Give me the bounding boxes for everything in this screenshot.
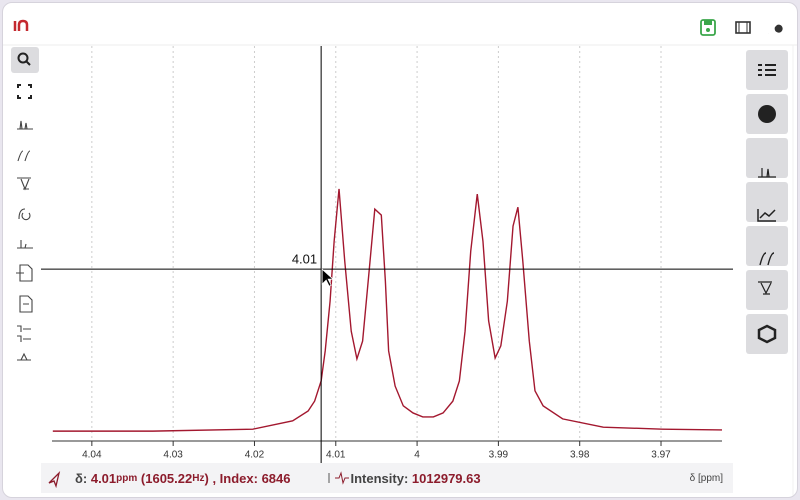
- shift-label: δ:: [75, 470, 88, 486]
- intensity-label: Intensity:: [350, 470, 409, 486]
- shift-unit: ppm: [116, 472, 138, 484]
- x-tick-label: 3.97: [651, 450, 671, 461]
- x-tick-label: 4.04: [82, 450, 102, 461]
- hz-open: (: [140, 470, 146, 486]
- hz-unit: Hz: [192, 472, 205, 484]
- panel-button[interactable]: [746, 138, 788, 178]
- index-value: 6846: [261, 470, 291, 486]
- x-tick-label: 4: [414, 450, 420, 461]
- shift-value: 4.01: [90, 470, 117, 486]
- spectrum-chart: 4.04 4.03 4.02 4.01 4 3.99 3.98 3.97 4.01: [41, 46, 733, 463]
- wrench-icon[interactable]: [768, 24, 783, 34]
- hz-close: ): [204, 470, 209, 486]
- fullscreen-icon[interactable]: [17, 84, 32, 99]
- panel-button[interactable]: [746, 314, 788, 354]
- separator: [328, 471, 349, 485]
- crosshair-label: 4.01: [292, 252, 317, 267]
- x-tick-label: 4.03: [163, 450, 183, 461]
- save-icon[interactable]: [700, 19, 716, 36]
- x-tick-label: 4.02: [245, 450, 265, 461]
- tool-icons[interactable]: [16, 120, 33, 361]
- index-label: , Index:: [212, 470, 258, 486]
- x-tick-label: 3.99: [489, 450, 509, 461]
- x-axis-label: δ [ppm]: [689, 472, 723, 484]
- x-tick-label: 3.98: [570, 450, 590, 461]
- intensity-value: 1012979.63: [411, 470, 481, 486]
- film-icon[interactable]: [735, 21, 751, 34]
- x-tick-label: 4.01: [326, 450, 346, 461]
- logo[interactable]: [13, 19, 29, 31]
- zoom-button[interactable]: [11, 47, 39, 73]
- spectrum-line: [52, 188, 723, 432]
- panel-button[interactable]: [746, 226, 788, 266]
- hz-value: 1605.22: [145, 470, 193, 486]
- cursor-icon: [48, 470, 61, 488]
- status-bar: δ: 4.01 ppm (1605.22 Hz) , Index: 6846 In…: [41, 463, 733, 493]
- mouse-pointer: [321, 268, 335, 287]
- chrome: [3, 19, 797, 497]
- panel-icons: [757, 64, 777, 344]
